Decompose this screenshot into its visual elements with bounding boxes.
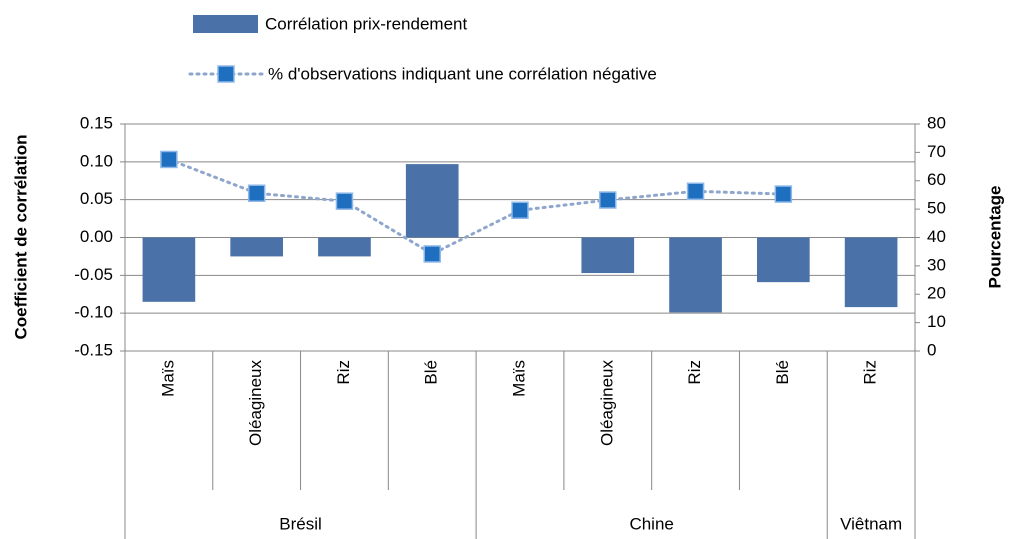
- line-marker: [511, 201, 529, 220]
- y-tick-label: -0.10: [74, 303, 113, 322]
- line-marker: [160, 150, 178, 169]
- legend-label: Corrélation prix-rendement: [265, 14, 467, 33]
- x-tick-label: Oléagineux: [246, 360, 265, 447]
- x-tick-label: Maïs: [158, 360, 177, 397]
- line: [167, 157, 785, 256]
- bar: [405, 164, 459, 238]
- group-label: Brésil: [279, 514, 322, 533]
- x-tick-label: Blé: [422, 360, 441, 385]
- x-tick-label: Riz: [861, 360, 880, 385]
- y2-tick-label: 0: [927, 340, 936, 359]
- y2-tick-label: 30: [927, 255, 946, 274]
- x-tick-label: Oléagineux: [597, 360, 616, 447]
- y2-tick-label: 40: [927, 227, 946, 246]
- group-label: Viêtnam: [840, 514, 902, 533]
- line-marker: [599, 191, 617, 209]
- legend-swatch: [193, 15, 258, 33]
- y2-axis-title: Pourcentage: [985, 186, 1004, 289]
- y-tick-label: -0.05: [74, 265, 113, 284]
- y-tick-label: 0.00: [80, 227, 113, 246]
- bar: [844, 237, 898, 308]
- bar: [669, 237, 722, 313]
- y2-tick-label: 50: [927, 199, 946, 218]
- y2-tick-label: 60: [927, 170, 946, 189]
- y2-tick-label: 70: [927, 142, 946, 161]
- bar: [581, 237, 635, 274]
- x-tick-label: Riz: [334, 360, 353, 385]
- y-tick-label: 0.10: [80, 151, 113, 170]
- x-tick-label: Riz: [685, 360, 704, 385]
- line-marker: [686, 182, 705, 200]
- x-tick-label: Blé: [773, 360, 792, 385]
- y-tick-label: -0.15: [74, 340, 113, 359]
- y-tick-label: 0.05: [80, 189, 113, 208]
- bar: [757, 237, 810, 283]
- line-marker: [247, 184, 266, 202]
- group-label: Chine: [629, 514, 673, 533]
- y-axis-title: Coefficient de corrélation: [11, 135, 30, 340]
- y-tick-label: 0.15: [80, 113, 113, 132]
- bar: [142, 237, 196, 302]
- y2-tick-label: 80: [927, 113, 946, 132]
- x-tick-label: Maïs: [509, 360, 528, 397]
- line-marker: [423, 245, 441, 263]
- legend-label: % d'observations indiquant une corrélati…: [268, 64, 657, 83]
- y2-tick-label: 10: [927, 312, 946, 331]
- bar: [230, 237, 283, 257]
- line-marker: [774, 185, 793, 203]
- y2-tick-label: 20: [927, 284, 946, 303]
- bar: [318, 237, 371, 257]
- line-marker: [335, 192, 354, 210]
- legend-marker: [217, 65, 235, 83]
